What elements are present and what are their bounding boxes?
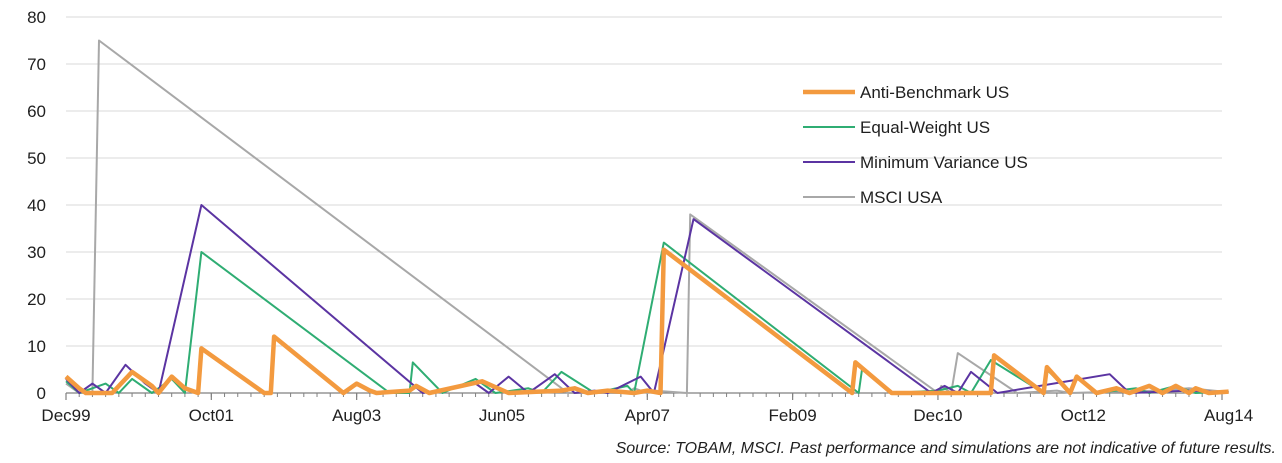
x-tick-label: Aug03 [332, 406, 381, 425]
y-tick-label: 20 [27, 290, 46, 309]
x-tick-label: Dec10 [913, 406, 962, 425]
x-tick-label: Apr07 [625, 406, 670, 425]
x-tick-label: Feb09 [769, 406, 817, 425]
y-tick-label: 60 [27, 102, 46, 121]
legend-label: Equal-Weight US [860, 118, 990, 137]
x-tick-label: Jun05 [479, 406, 525, 425]
x-tick-label: Aug14 [1204, 406, 1253, 425]
legend: Anti-Benchmark US Equal-Weight US Minimum … [803, 83, 1028, 207]
x-tick-label: Oct01 [189, 406, 234, 425]
x-tick-label: Dec99 [41, 406, 90, 425]
y-tick-label: 10 [27, 337, 46, 356]
series-line-msci-usa [65, 39, 1229, 394]
y-tick-label: 0 [37, 384, 46, 403]
y-tick-label: 80 [27, 8, 46, 27]
gridlines [66, 16, 1222, 347]
legend-label: Anti-Benchmark US [860, 83, 1009, 102]
y-tick-label: 70 [27, 55, 46, 74]
y-tick-label: 40 [27, 196, 46, 215]
y-tick-label: 50 [27, 149, 46, 168]
legend-label: MSCI USA [860, 188, 943, 207]
source-note: Source: TOBAM, MSCI. Past performance an… [615, 440, 1276, 457]
x-tick-label: Oct12 [1061, 406, 1106, 425]
series-line-equal-weight-us [65, 241, 1229, 394]
axes: 0 10 20 30 40 50 60 70 80 Dec99 Oct01 Aug03 Jun05 Apr… [27, 8, 1253, 425]
legend-label: Minimum Variance US [860, 153, 1028, 172]
series-lines [64, 39, 1229, 396]
y-tick-label: 30 [27, 243, 46, 262]
series-line-anti-benchmark-us [64, 247, 1229, 396]
